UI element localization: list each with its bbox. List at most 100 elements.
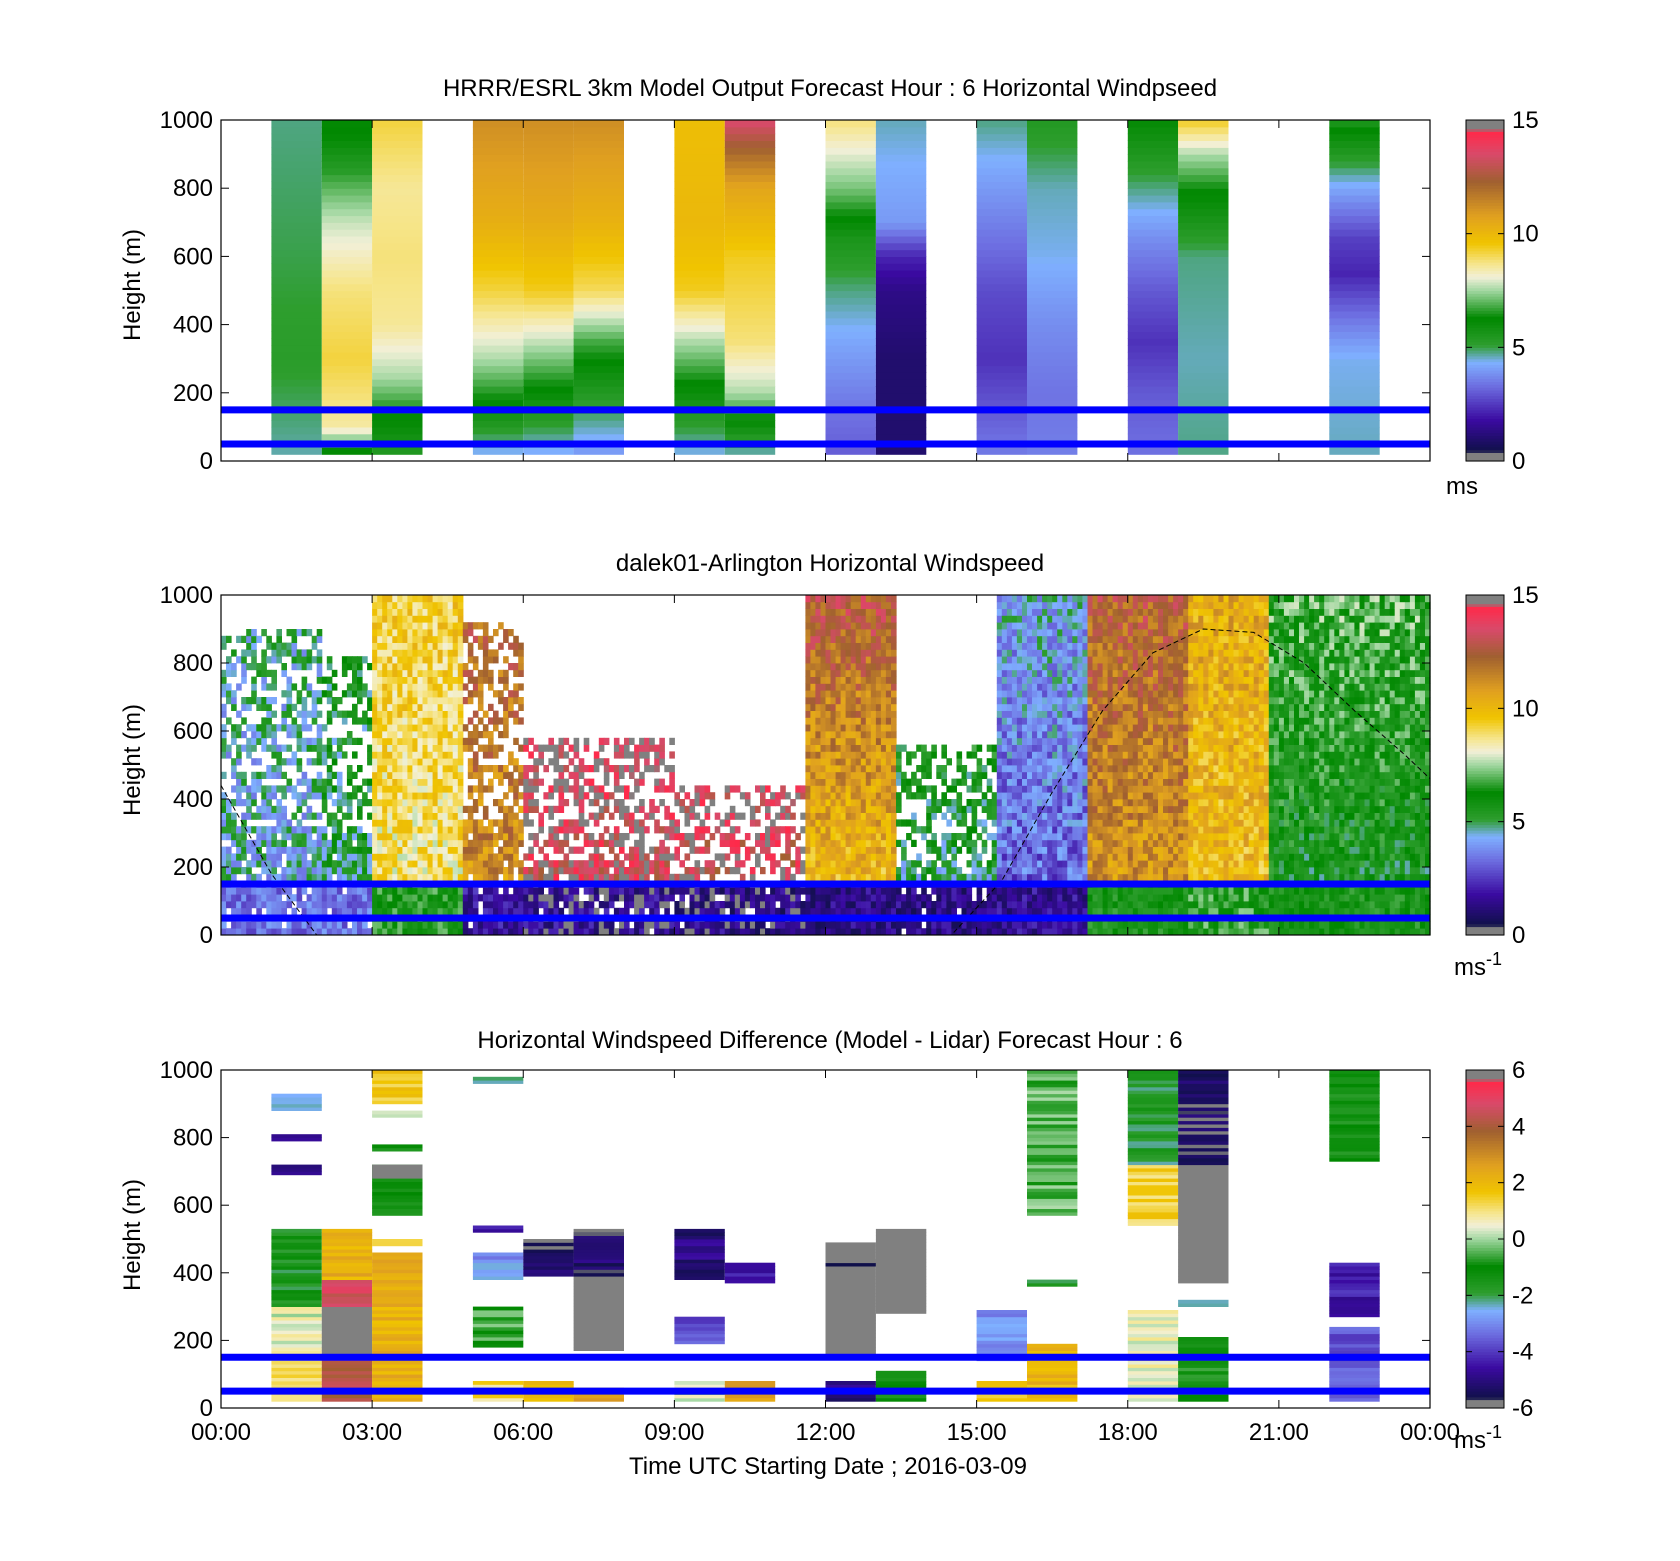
- heatmap-cell: [573, 167, 624, 176]
- heatmap-cell: [896, 819, 902, 827]
- heatmap-cell: [417, 833, 424, 841]
- colorbar-swatch: [1466, 182, 1504, 186]
- heatmap-cell: [518, 669, 524, 677]
- heatmap-cell: [266, 853, 272, 861]
- heatmap-cell: [523, 771, 529, 779]
- colorbar-swatch: [1466, 407, 1504, 411]
- heatmap-cell: [236, 635, 242, 643]
- heatmap-cell: [271, 860, 277, 868]
- heatmap-cell: [976, 235, 1027, 244]
- heatmap-cell: [367, 894, 373, 902]
- heatmap-cell: [523, 283, 574, 292]
- heatmap-cell: [341, 867, 348, 875]
- heatmap-cell: [860, 887, 867, 895]
- colorbar-swatch: [1466, 236, 1504, 240]
- heatmap-cell: [321, 690, 328, 698]
- heatmap-cell: [367, 663, 373, 671]
- heatmap-cell: [780, 853, 786, 861]
- colorbar-swatch: [1466, 336, 1504, 340]
- heatmap-cell: [744, 894, 751, 902]
- heatmap-cell: [588, 853, 595, 861]
- heatmap-cell: [573, 372, 624, 380]
- heatmap-cell: [568, 860, 575, 868]
- heatmap-cell: [749, 928, 756, 936]
- heatmap-cell: [875, 799, 882, 807]
- heatmap-cell: [231, 649, 237, 657]
- heatmap-cell: [346, 901, 353, 909]
- heatmap-cell: [437, 839, 444, 847]
- heatmap-cell: [855, 805, 862, 813]
- heatmap-cell: [538, 887, 544, 895]
- heatmap-cell: [392, 642, 398, 650]
- heatmap-cell: [422, 833, 429, 841]
- heatmap-cell: [880, 635, 887, 643]
- heatmap-cell: [538, 873, 544, 881]
- heatmap-cell: [407, 669, 413, 677]
- heatmap-cell: [412, 894, 418, 902]
- heatmap-cell: [573, 222, 624, 230]
- heatmap-cell: [850, 690, 857, 698]
- heatmap-cell: [875, 703, 882, 711]
- heatmap-cell: [1127, 181, 1179, 189]
- colorbar-swatch: [1466, 446, 1504, 451]
- heatmap-cell: [402, 921, 408, 929]
- heatmap-cell: [976, 140, 1027, 148]
- heatmap-cell: [251, 744, 257, 752]
- heatmap-cell: [760, 833, 766, 841]
- heatmap-cell: [880, 826, 887, 834]
- heatmap-cell: [518, 717, 524, 725]
- heatmap-cell: [437, 737, 444, 745]
- heatmap-cell: [825, 167, 876, 176]
- heatmap-cell: [382, 873, 388, 881]
- heatmap-cell: [805, 656, 811, 664]
- heatmap-cell: [679, 894, 685, 902]
- heatmap-cell: [462, 826, 469, 834]
- heatmap-cell: [860, 921, 867, 929]
- heatmap-cell: [855, 812, 862, 820]
- heatmap-cell: [875, 601, 882, 609]
- heatmap-cell: [256, 731, 262, 739]
- heatmap-cell: [724, 833, 731, 841]
- heatmap-cell: [316, 710, 323, 718]
- heatmap-cell: [805, 792, 811, 800]
- heatmap-cell: [891, 737, 897, 745]
- heatmap-cell: [855, 860, 862, 868]
- heatmap-cell: [528, 792, 534, 800]
- heatmap-cell: [482, 765, 489, 773]
- heatmap-cell: [488, 860, 494, 868]
- heatmap-cell: [442, 737, 449, 745]
- heatmap-cell: [639, 928, 645, 936]
- heatmap-cell: [1127, 283, 1179, 292]
- heatmap-cell: [865, 710, 872, 718]
- heatmap-cell: [281, 819, 287, 827]
- heatmap-cell: [644, 744, 650, 752]
- heatmap-cell: [528, 887, 534, 895]
- heatmap-cell: [442, 710, 449, 718]
- heatmap-cell: [780, 907, 786, 915]
- heatmap-cell: [372, 601, 378, 609]
- heatmap-cell: [357, 799, 363, 807]
- heatmap-cell: [820, 663, 827, 671]
- heatmap-cell: [407, 629, 413, 637]
- heatmap-cell: [467, 907, 474, 915]
- heatmap-cell: [271, 413, 322, 421]
- heatmap-cell: [830, 615, 837, 623]
- heatmap-cell: [472, 195, 524, 203]
- heatmap-cell: [1178, 420, 1229, 428]
- heatmap-cell: [397, 649, 403, 657]
- heatmap-cell: [256, 907, 262, 915]
- heatmap-cell: [357, 928, 363, 936]
- heatmap-cell: [442, 853, 449, 861]
- heatmap-cell: [271, 833, 277, 841]
- heatmap-cell: [442, 765, 449, 773]
- colorbar-swatch: [1466, 412, 1504, 417]
- heatmap-cell: [417, 805, 424, 813]
- heatmap-cell: [271, 270, 322, 278]
- heatmap-cell: [493, 833, 499, 841]
- heatmap-cell: [976, 181, 1027, 189]
- heatmap-cell: [855, 928, 862, 936]
- heatmap-cell: [387, 710, 393, 718]
- heatmap-cell: [1127, 297, 1179, 305]
- heatmap-cell: [341, 846, 348, 854]
- heatmap-cell: [472, 928, 479, 936]
